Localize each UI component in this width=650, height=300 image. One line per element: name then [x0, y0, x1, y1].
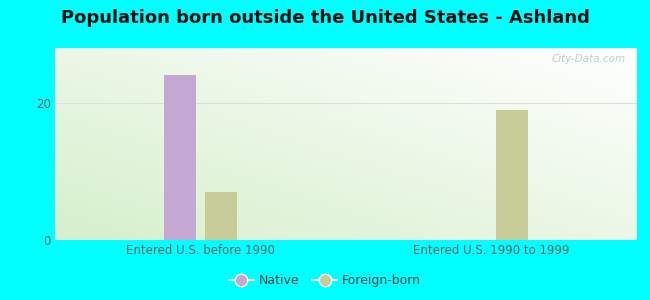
Legend: Native, Foreign-born: Native, Foreign-born: [224, 269, 426, 292]
Bar: [164, 75, 196, 240]
Text: City-Data.com: City-Data.com: [551, 54, 625, 64]
Bar: [496, 110, 528, 240]
Bar: [205, 192, 237, 240]
Text: Population born outside the United States - Ashland: Population born outside the United State…: [60, 9, 590, 27]
